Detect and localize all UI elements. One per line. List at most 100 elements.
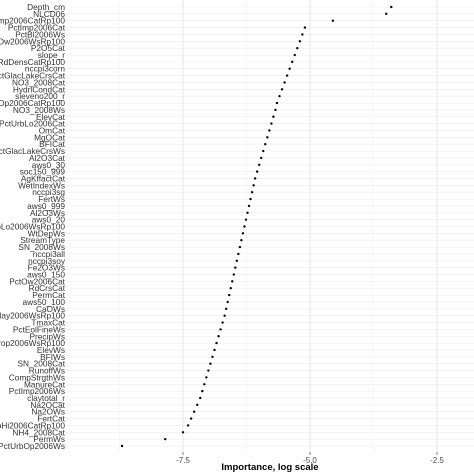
y-axis-label: PctImp2006CatRp100 (0, 16, 65, 26)
y-axis-label: WtDepWs (28, 228, 65, 238)
y-axis-label: PctImp2006Ws (9, 386, 65, 396)
y-axis-label: Depth_cm (27, 2, 65, 12)
y-axis-label: PrecipWs (30, 331, 66, 341)
y-axis-label: NLCD06 (33, 9, 65, 19)
data-point (246, 211, 249, 214)
y-axis-label: Al2O3Cat (29, 153, 66, 163)
data-point (199, 396, 202, 400)
data-point (274, 108, 277, 112)
data-point (205, 376, 208, 379)
y-axis-label: BFICat (39, 139, 66, 149)
data-point (120, 444, 124, 448)
data-point (288, 67, 291, 70)
y-axis-label: PctUrbLo2006WsRp100 (0, 222, 65, 232)
y-axis-label: aws0_30 (32, 160, 66, 170)
y-axis-label: SN_2008Ws (18, 242, 65, 252)
data-point (278, 94, 281, 98)
data-point (223, 314, 226, 317)
data-point (249, 197, 252, 201)
y-axis-label: CaOWs (36, 304, 65, 314)
data-point (291, 60, 294, 64)
y-axis-label: claytotal_r (27, 393, 65, 403)
data-point (270, 122, 273, 125)
data-point (262, 149, 265, 153)
data-point (298, 40, 302, 43)
data-point (293, 53, 296, 57)
data-point (186, 424, 190, 427)
y-axis-label: NO3_2008Cat (12, 77, 66, 87)
data-point (296, 46, 299, 50)
y-axis-label: ElevWs (37, 345, 65, 355)
data-point (231, 280, 234, 283)
data-point (266, 136, 269, 139)
y-axis-label: Na2OCat (30, 400, 65, 410)
y-axis-label: BFIWs (40, 352, 65, 362)
data-point (303, 26, 307, 29)
y-axis-label: TmaxCat (31, 318, 65, 328)
y-axis-label: StreamType (20, 235, 65, 245)
y-axis-label: aws50_100 (23, 297, 66, 307)
data-point (275, 101, 279, 105)
data-point (235, 259, 239, 262)
y-axis-label: WetIndexWs (18, 180, 65, 190)
y-axis-label: Na2OWs (31, 407, 65, 417)
y-axis-label: ElevCat (36, 112, 66, 122)
y-axis-label: aws0_150 (27, 270, 65, 280)
y-axis-label: PctOw2006WsRp100 (0, 36, 65, 46)
y-axis-label: MgOCat (34, 132, 66, 142)
y-axis-label: FertCat (37, 414, 65, 424)
x-axis-tick-label: -7.5 (176, 456, 190, 465)
data-point (209, 362, 212, 365)
data-point (207, 369, 210, 372)
data-point (221, 321, 224, 324)
data-point (164, 437, 167, 441)
y-axis-label: PctImp2006Cat (8, 23, 66, 33)
data-point (247, 204, 251, 208)
y-axis-label: PctOw2006Cat (9, 276, 65, 286)
data-point (285, 74, 289, 77)
data-point (331, 19, 335, 22)
data-point (244, 218, 248, 221)
y-axis-label: OmCat (39, 125, 66, 135)
y-axis-label: RdCrsCat (29, 283, 66, 293)
y-axis-label: nccpi3soy (28, 256, 66, 266)
data-point (264, 142, 267, 146)
data-point (252, 184, 255, 187)
data-point (268, 129, 271, 132)
y-axis-label: PermCat (32, 290, 65, 300)
data-point (181, 431, 185, 434)
data-point (283, 81, 286, 84)
data-point (189, 417, 193, 420)
y-axis-label: ManureCat (24, 379, 66, 389)
y-axis-label: slope_r (38, 50, 65, 60)
data-point (238, 245, 242, 249)
y-axis-label: sieveno200_r (15, 91, 65, 101)
y-axis-label: FertWs (38, 194, 65, 204)
data-point (250, 191, 254, 194)
y-axis-label: nccpi3corn (25, 64, 66, 74)
data-point (241, 232, 245, 235)
data-point (201, 389, 204, 393)
data-point (260, 156, 263, 160)
y-axis-label: NH4_2008Cat (12, 427, 65, 437)
y-axis-label: PctBl2006Ws (15, 29, 65, 39)
y-axis-label: soc150_999 (20, 167, 66, 177)
data-point (219, 328, 222, 331)
y-axis-label: PctUrbOp2006CatRp100 (0, 98, 65, 108)
y-axis-label: HydrlCondCat (13, 84, 66, 94)
y-axis-label: PctUrbOp2006Ws (0, 441, 65, 451)
data-point (255, 170, 259, 173)
y-axis-label: PctUrbHi2006CatRp100 (0, 420, 65, 430)
data-point (217, 335, 220, 338)
data-point (224, 307, 228, 311)
y-axis-label: RunoffWs (29, 366, 65, 376)
data-point (385, 12, 388, 16)
data-point (240, 239, 243, 242)
data-point (253, 177, 257, 180)
y-axis-label: PctHay2006WsRp100 (0, 311, 65, 321)
data-point (272, 115, 275, 118)
data-point (258, 163, 261, 166)
y-axis-label: PctUrbLo2006Cat (0, 119, 66, 129)
y-axis-labels: Depth_cmNLCD06PctImp2006CatRp100PctImp20… (0, 2, 66, 451)
